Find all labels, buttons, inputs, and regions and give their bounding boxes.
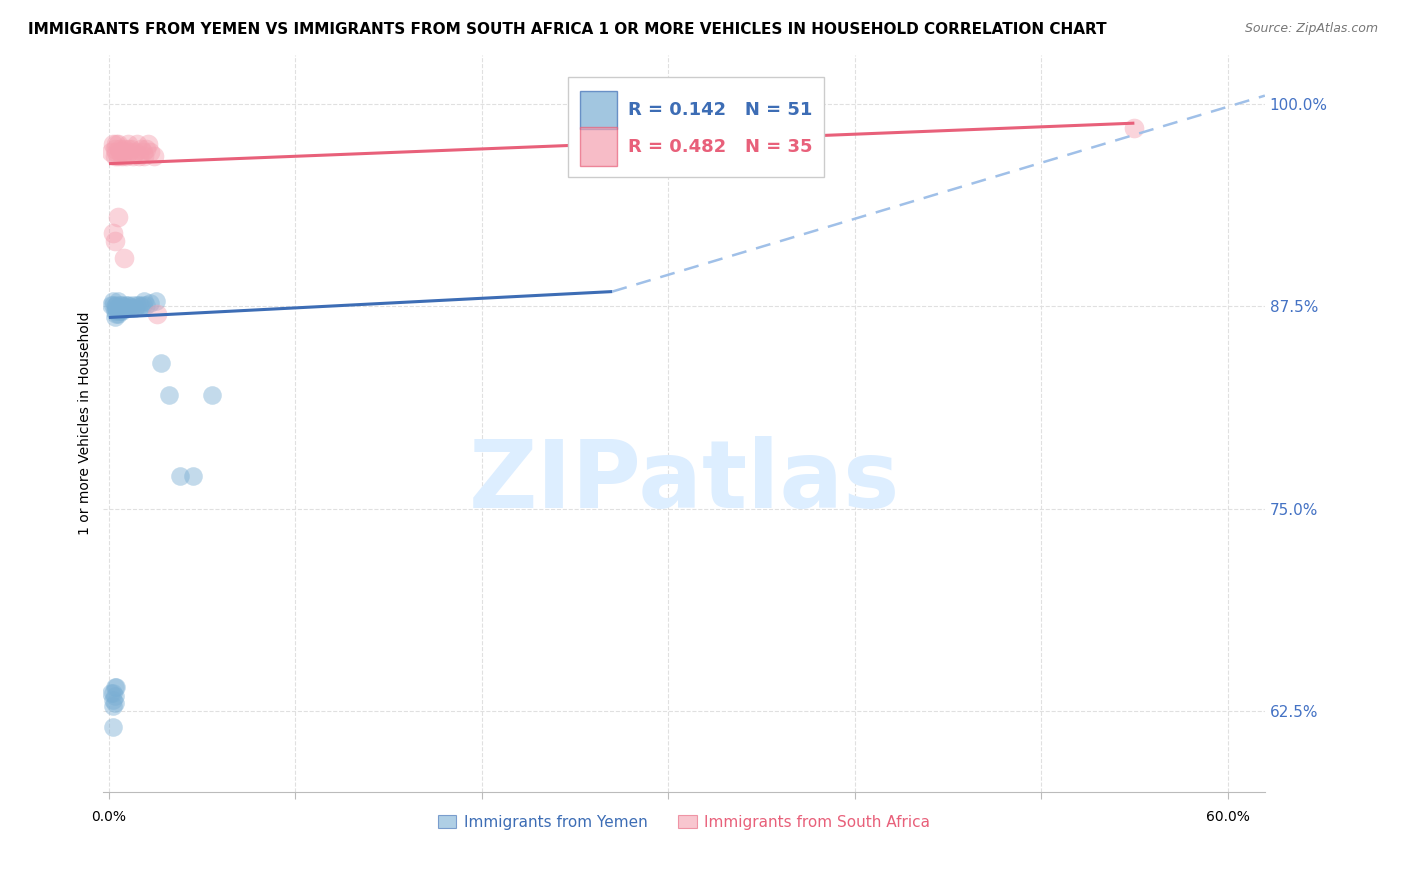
Point: [111, 304, 134, 318]
Point: [100, 145, 122, 160]
Point: [134, 294, 156, 309]
Point: [103, 690, 125, 704]
Point: [150, 356, 173, 370]
Point: [125, 137, 148, 152]
Point: [103, 680, 125, 694]
Point: [117, 297, 139, 311]
Text: ZIPatlas: ZIPatlas: [468, 436, 900, 528]
Point: [135, 142, 157, 156]
Point: [145, 294, 167, 309]
Point: [100, 297, 122, 311]
Point: [117, 301, 139, 315]
Point: [124, 301, 146, 315]
Point: [101, 720, 124, 734]
Point: [108, 304, 131, 318]
Point: [103, 148, 125, 162]
Point: [107, 301, 129, 315]
Point: [111, 148, 134, 162]
Point: [117, 137, 139, 152]
Point: [114, 297, 136, 311]
Point: [131, 145, 153, 160]
Point: [117, 142, 139, 156]
Text: 0.0%: 0.0%: [91, 810, 127, 824]
Point: [101, 137, 124, 152]
Text: R = 0.482   N = 35: R = 0.482 N = 35: [628, 137, 813, 155]
Point: [105, 680, 128, 694]
Point: [100, 686, 122, 700]
Point: [105, 297, 128, 311]
Point: [108, 297, 131, 311]
Point: [169, 469, 191, 483]
Point: [122, 297, 145, 311]
Point: [114, 301, 136, 315]
Point: [101, 699, 124, 714]
Point: [107, 210, 129, 224]
Point: [105, 307, 128, 321]
Point: [101, 692, 124, 706]
Point: [128, 148, 150, 162]
Point: [107, 304, 129, 318]
Point: [114, 148, 136, 162]
Point: [107, 137, 129, 152]
Point: [129, 299, 152, 313]
Point: [129, 142, 152, 156]
Point: [139, 296, 162, 310]
Point: [107, 148, 129, 162]
Point: [120, 142, 142, 156]
Point: [112, 251, 135, 265]
Point: [136, 137, 159, 152]
Point: [200, 388, 222, 402]
Point: [107, 294, 129, 309]
Point: [131, 297, 153, 311]
Point: [108, 301, 131, 315]
Point: [139, 145, 162, 160]
Point: [135, 297, 157, 311]
Point: [157, 388, 180, 402]
Point: [146, 307, 169, 321]
Point: [125, 297, 148, 311]
Point: [103, 142, 125, 156]
Point: [181, 469, 204, 483]
Text: IMMIGRANTS FROM YEMEN VS IMMIGRANTS FROM SOUTH AFRICA 1 OR MORE VEHICLES IN HOUS: IMMIGRANTS FROM YEMEN VS IMMIGRANTS FROM…: [28, 22, 1107, 37]
Text: R = 0.142   N = 51: R = 0.142 N = 51: [628, 101, 813, 119]
Point: [111, 301, 134, 315]
Point: [101, 294, 124, 309]
Point: [103, 696, 125, 710]
Point: [111, 297, 134, 311]
Point: [107, 307, 129, 321]
Point: [1123, 121, 1146, 136]
Point: [128, 297, 150, 311]
Point: [118, 299, 141, 313]
Point: [112, 302, 135, 317]
Point: [103, 299, 125, 313]
FancyBboxPatch shape: [568, 78, 824, 177]
Point: [103, 310, 125, 325]
Point: [112, 299, 135, 313]
FancyBboxPatch shape: [579, 128, 617, 166]
Point: [105, 301, 128, 315]
Point: [122, 148, 145, 162]
FancyBboxPatch shape: [579, 90, 617, 128]
Point: [101, 297, 124, 311]
Point: [103, 304, 125, 318]
Point: [134, 148, 156, 162]
Point: [120, 301, 142, 315]
Point: [108, 145, 131, 160]
Point: [101, 686, 124, 700]
Point: [112, 142, 135, 156]
Point: [108, 142, 131, 156]
Point: [101, 227, 124, 241]
Point: [112, 145, 135, 160]
Text: 60.0%: 60.0%: [1205, 810, 1250, 824]
Point: [103, 235, 125, 249]
Point: [124, 145, 146, 160]
Legend: Immigrants from Yemen, Immigrants from South Africa: Immigrants from Yemen, Immigrants from S…: [432, 809, 936, 836]
Y-axis label: 1 or more Vehicles in Household: 1 or more Vehicles in Household: [79, 312, 93, 535]
Point: [118, 145, 141, 160]
Text: Source: ZipAtlas.com: Source: ZipAtlas.com: [1244, 22, 1378, 36]
Point: [105, 137, 128, 152]
Point: [142, 148, 165, 162]
Point: [105, 145, 128, 160]
